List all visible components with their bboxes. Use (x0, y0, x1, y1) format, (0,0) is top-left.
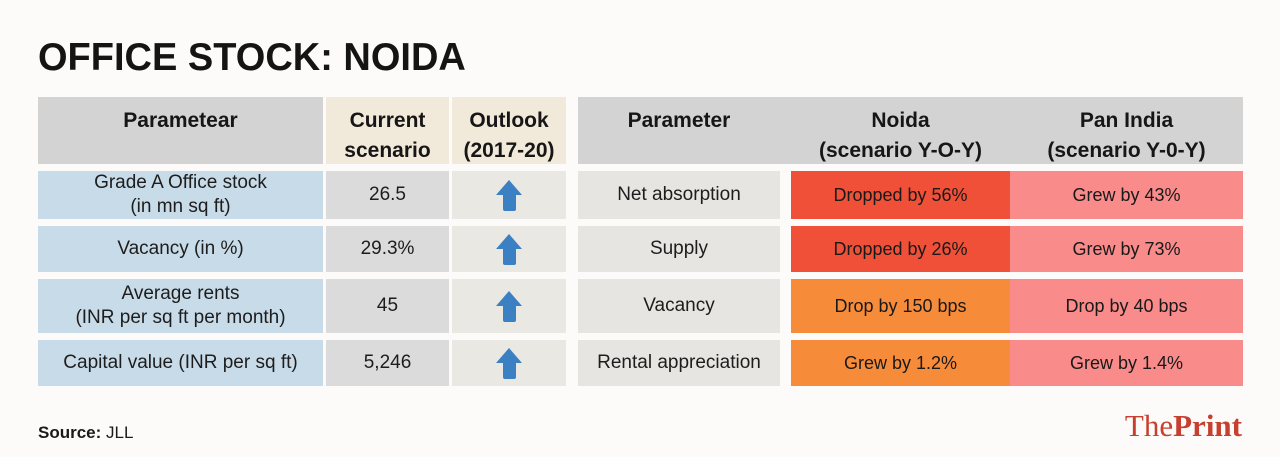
brand-print: Print (1173, 408, 1242, 443)
left-row-value: 5,246 (326, 340, 449, 386)
left-row-outlook-cell (452, 279, 566, 333)
pan-india-status-cell: Drop by 40 bps (1010, 279, 1243, 333)
left-row-outlook-cell (452, 226, 566, 272)
up-arrow-icon (494, 233, 524, 265)
noida-status-cell: Dropped by 56% (791, 171, 1010, 219)
source-label: Source: (38, 423, 102, 442)
right-row-spacer (780, 340, 791, 386)
right-row-parameter: Supply (578, 226, 780, 272)
left-header-current-scenario: Current scenario (326, 97, 449, 164)
right-row-spacer (780, 279, 791, 333)
left-row-outlook-cell (452, 340, 566, 386)
up-arrow-icon (494, 347, 524, 379)
page-title: OFFICE STOCK: NOIDA (38, 36, 466, 80)
left-row-label: Average rents (INR per sq ft per month) (38, 279, 323, 333)
brand-the: The (1124, 408, 1174, 443)
noida-status-cell: Grew by 1.2% (791, 340, 1010, 386)
right-row-spacer (780, 226, 791, 272)
pan-india-status-cell: Grew by 1.4% (1010, 340, 1243, 386)
up-arrow-icon (494, 290, 524, 322)
noida-status-cell: Drop by 150 bps (791, 279, 1010, 333)
right-row-parameter: Net absorption (578, 171, 780, 219)
right-header-parameter: Parameter (578, 97, 780, 164)
noida-status-cell: Dropped by 26% (791, 226, 1010, 272)
right-row-parameter: Rental appreciation (578, 340, 780, 386)
pan-india-status-cell: Grew by 73% (1010, 226, 1243, 272)
right-header-spacer (780, 97, 791, 164)
left-row-label: Grade A Office stock (in mn sq ft) (38, 171, 323, 219)
source-value: JLL (106, 423, 134, 442)
noida-vs-panindia-table: Parameter Noida (scenario Y-O-Y) Pan Ind… (578, 97, 1243, 386)
source-attribution: Source: JLL (38, 423, 133, 443)
up-arrow-icon (494, 179, 524, 211)
right-header-pan-india: Pan India (scenario Y-0-Y) (1010, 97, 1243, 164)
left-row-label: Capital value (INR per sq ft) (38, 340, 323, 386)
left-row-outlook-cell (452, 171, 566, 219)
left-header-outlook: Outlook (2017-20) (452, 97, 566, 164)
theprint-logo: ThePrint (1125, 408, 1242, 444)
noida-office-stock-table: Parametear Current scenario Outlook (201… (38, 97, 566, 386)
left-header-parameter: Parametear (38, 97, 323, 164)
right-row-parameter: Vacancy (578, 279, 780, 333)
right-row-spacer (780, 171, 791, 219)
left-row-label: Vacancy (in %) (38, 226, 323, 272)
left-row-value: 29.3% (326, 226, 449, 272)
left-row-value: 45 (326, 279, 449, 333)
pan-india-status-cell: Grew by 43% (1010, 171, 1243, 219)
right-header-noida: Noida (scenario Y-O-Y) (791, 97, 1010, 164)
left-row-value: 26.5 (326, 171, 449, 219)
